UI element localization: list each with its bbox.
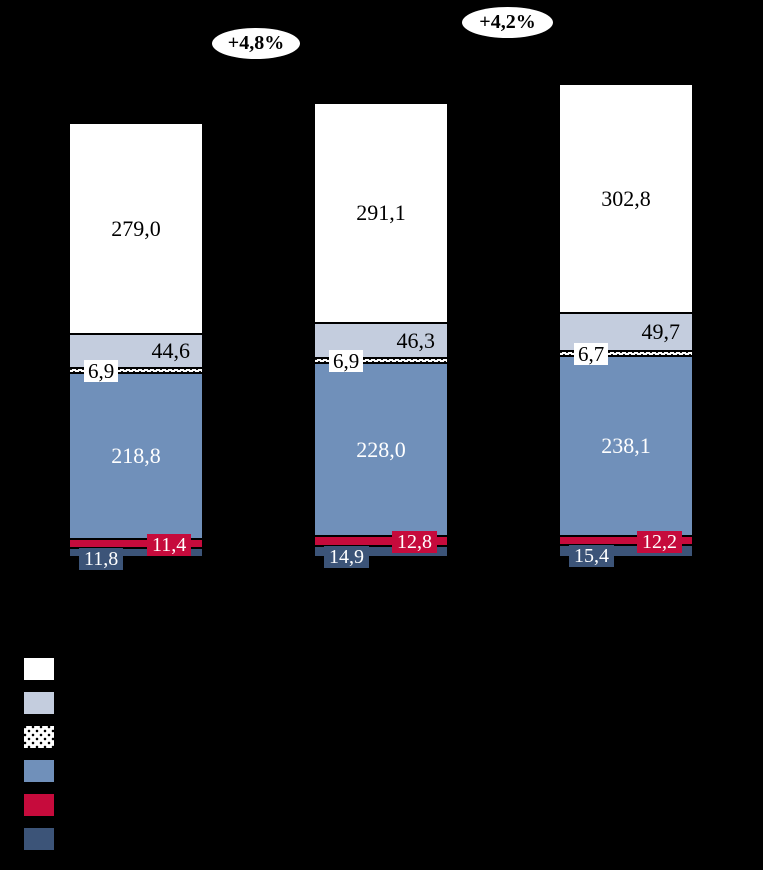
legend: [24, 658, 54, 862]
bar-1-segment-light-blue-value: 44,6: [151, 338, 191, 363]
bar-2-segment-dark-blue: 14,9: [314, 546, 448, 568]
legend-swatch-light-blue: [24, 692, 54, 714]
bar-3-segment-white: 302,8: [559, 84, 693, 313]
bar-3-segment-light-blue-value: 49,7: [641, 319, 681, 344]
bar-2-segment-dotted-value: 6,9: [329, 349, 364, 372]
bar-2-segment-medium-blue-value: 228,0: [356, 436, 406, 462]
legend-swatch-red: [24, 794, 54, 816]
bar-2-segment-red: 12,8: [314, 531, 448, 553]
bar-1-segment-light-blue: 44,6: [69, 334, 203, 368]
bar-1-segment-dark-blue-value: 11,8: [79, 548, 124, 570]
growth-annotation-2-text: +4,2%: [479, 11, 536, 33]
bar-1-segment-medium-blue-value: 218,8: [111, 443, 161, 468]
bar-3-segment-red: 12,2: [559, 531, 693, 553]
bar-3-segment-white-value: 302,8: [601, 185, 651, 211]
bar-1-segment-white: 279,0: [69, 123, 203, 334]
growth-annotation-1-text: +4,8%: [227, 32, 285, 54]
bar-3-segment-dotted: 6,7: [559, 342, 693, 365]
bar-3-segment-medium-blue: 238,1: [559, 356, 693, 536]
bar-1-segment-medium-blue: 218,8: [69, 373, 203, 539]
legend-swatch-medium-blue: [24, 760, 54, 782]
bar-1-segment-dotted: 6,9: [69, 359, 203, 382]
legend-item-medium-blue: [24, 760, 54, 782]
growth-annotation-1: +4,8%: [212, 28, 300, 59]
legend-swatch-dotted: [24, 726, 54, 748]
bar-3-segment-medium-blue-value: 238,1: [601, 433, 651, 458]
growth-annotation-2: +4,2%: [462, 7, 553, 38]
bar-2-segment-white: 291,1: [314, 103, 448, 323]
legend-item-white-solid: [24, 658, 54, 680]
bar-1-segment-white-value: 279,0: [111, 215, 161, 241]
bar-2: 291,1 46,3 6,9 228,0 12,8 14,9: [314, 103, 448, 568]
legend-item-dark-blue: [24, 828, 54, 850]
bar-2-segment-dotted: 6,9: [314, 349, 448, 372]
bar-2-segment-medium-blue: 228,0: [314, 363, 448, 536]
bar-1-segment-dotted-value: 6,9: [84, 359, 119, 382]
bar-1-segment-dark-blue: 11,8: [69, 548, 203, 570]
bar-1: 279,0 44,6 6,9 218,8 11,4 11,8: [69, 123, 203, 570]
bar-3-segment-dark-blue-value: 15,4: [569, 545, 614, 567]
bar-2-segment-dark-blue-value: 14,9: [324, 546, 369, 568]
legend-swatch-white-solid: [24, 658, 54, 680]
bar-3-segment-red-value: 12,2: [637, 531, 682, 553]
bar-2-segment-white-value: 291,1: [356, 200, 406, 225]
legend-item-dotted: [24, 726, 54, 748]
bar-1-segment-red-value: 11,4: [147, 534, 192, 556]
legend-item-light-blue: [24, 692, 54, 714]
legend-item-red: [24, 794, 54, 816]
legend-swatch-dark-blue: [24, 828, 54, 850]
bar-2-segment-red-value: 12,8: [392, 531, 437, 553]
bar-3-segment-dotted-value: 6,7: [574, 342, 609, 365]
bar-2-segment-light-blue-value: 46,3: [396, 327, 436, 353]
bar-1-segment-red: 11,4: [69, 534, 203, 556]
bar-3-segment-dark-blue: 15,4: [559, 545, 693, 567]
bar-3: 302,8 49,7 6,7 238,1 12,2 15,4: [559, 84, 693, 567]
